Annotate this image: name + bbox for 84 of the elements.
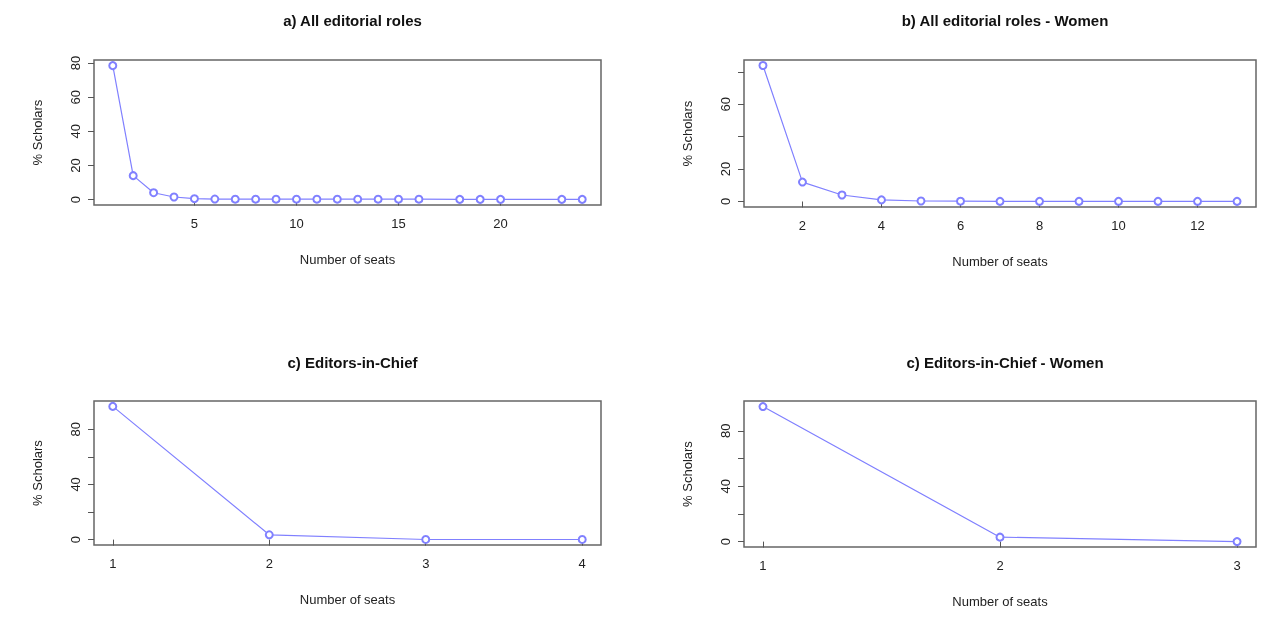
y-tick-label: 20	[68, 158, 83, 173]
y-tick-label: 80	[68, 421, 83, 437]
point	[210, 194, 220, 204]
chart-title: c) Editors-in-Chief	[287, 354, 419, 371]
point	[837, 190, 847, 200]
x-tick-label: 4	[877, 218, 886, 233]
y-tick-label: 40	[68, 477, 83, 492]
point	[264, 530, 274, 540]
y-axis-title: % Scholars	[30, 99, 45, 166]
point	[1232, 196, 1242, 206]
point	[1074, 196, 1084, 206]
x-tick-label: 10	[289, 216, 304, 231]
point	[108, 61, 118, 71]
x-tick-label: 20	[493, 216, 508, 231]
y-tick-label: 60	[718, 97, 733, 112]
point	[995, 532, 1005, 542]
x-tick-label: 4	[578, 556, 586, 571]
point	[128, 171, 138, 181]
point	[455, 194, 465, 204]
y-tick-label: 80	[68, 55, 83, 71]
x-tick-label: 5	[190, 216, 199, 231]
point	[271, 194, 281, 204]
point	[421, 534, 431, 544]
y-axis-title: % Scholars	[30, 439, 45, 506]
y-tick-label: 40	[68, 124, 83, 139]
y-tick-label: 20	[718, 161, 733, 177]
x-tick-label: 3	[1233, 558, 1241, 573]
point	[758, 402, 768, 412]
point	[108, 401, 118, 411]
point	[956, 196, 965, 206]
point	[1153, 196, 1163, 206]
point	[312, 194, 322, 204]
y-tick-label: 40	[718, 478, 733, 494]
x-tick-label: 15	[391, 216, 406, 231]
x-tick-label: 3	[422, 556, 430, 571]
point	[1035, 196, 1045, 206]
x-tick-label: 1	[109, 556, 117, 571]
x-tick-label: 6	[956, 218, 965, 233]
point	[291, 194, 301, 204]
point	[758, 61, 768, 70]
point	[251, 194, 261, 204]
y-tick-label: 0	[718, 197, 733, 206]
x-axis-title: Number of seats	[952, 254, 1049, 269]
y-axis-title: % Scholars	[680, 440, 695, 507]
point	[557, 194, 567, 204]
point	[1193, 196, 1203, 206]
x-tick-label: 1	[759, 558, 767, 573]
y-tick-label: 0	[68, 536, 83, 544]
point	[475, 194, 485, 204]
point	[414, 194, 424, 204]
point	[577, 194, 587, 204]
point	[1114, 196, 1124, 206]
x-tick-label: 8	[1035, 218, 1044, 233]
point	[394, 194, 404, 204]
point	[797, 177, 807, 187]
point	[876, 195, 886, 205]
x-tick-label: 2	[996, 558, 1004, 573]
point	[373, 194, 383, 204]
x-tick-label: 12	[1190, 218, 1205, 233]
chart-title: a) All editorial roles	[283, 12, 422, 29]
point	[353, 194, 363, 204]
y-tick-label: 0	[68, 195, 83, 204]
y-tick-label: 60	[68, 89, 83, 105]
point	[230, 194, 240, 204]
chart-title: c) Editors-in-Chief - Women	[906, 354, 1104, 371]
x-axis-title: Number of seats	[952, 594, 1049, 609]
x-tick-label: 10	[1111, 218, 1126, 233]
y-tick-label: 0	[718, 537, 733, 546]
point	[916, 196, 926, 206]
point	[496, 194, 506, 204]
y-axis-title: % Scholars	[680, 100, 695, 167]
point	[995, 196, 1005, 206]
chart-title: b) All editorial roles - Women	[901, 12, 1109, 29]
point	[189, 194, 199, 204]
x-tick-label: 2	[798, 218, 807, 233]
x-axis-title: Number of seats	[299, 252, 396, 267]
point	[332, 194, 342, 204]
point	[577, 534, 587, 544]
point	[1232, 537, 1242, 547]
y-tick-label: 80	[718, 423, 733, 439]
x-tick-label: 2	[265, 556, 273, 571]
point	[149, 188, 159, 198]
point	[169, 192, 179, 202]
x-axis-title: Number of seats	[299, 592, 396, 607]
